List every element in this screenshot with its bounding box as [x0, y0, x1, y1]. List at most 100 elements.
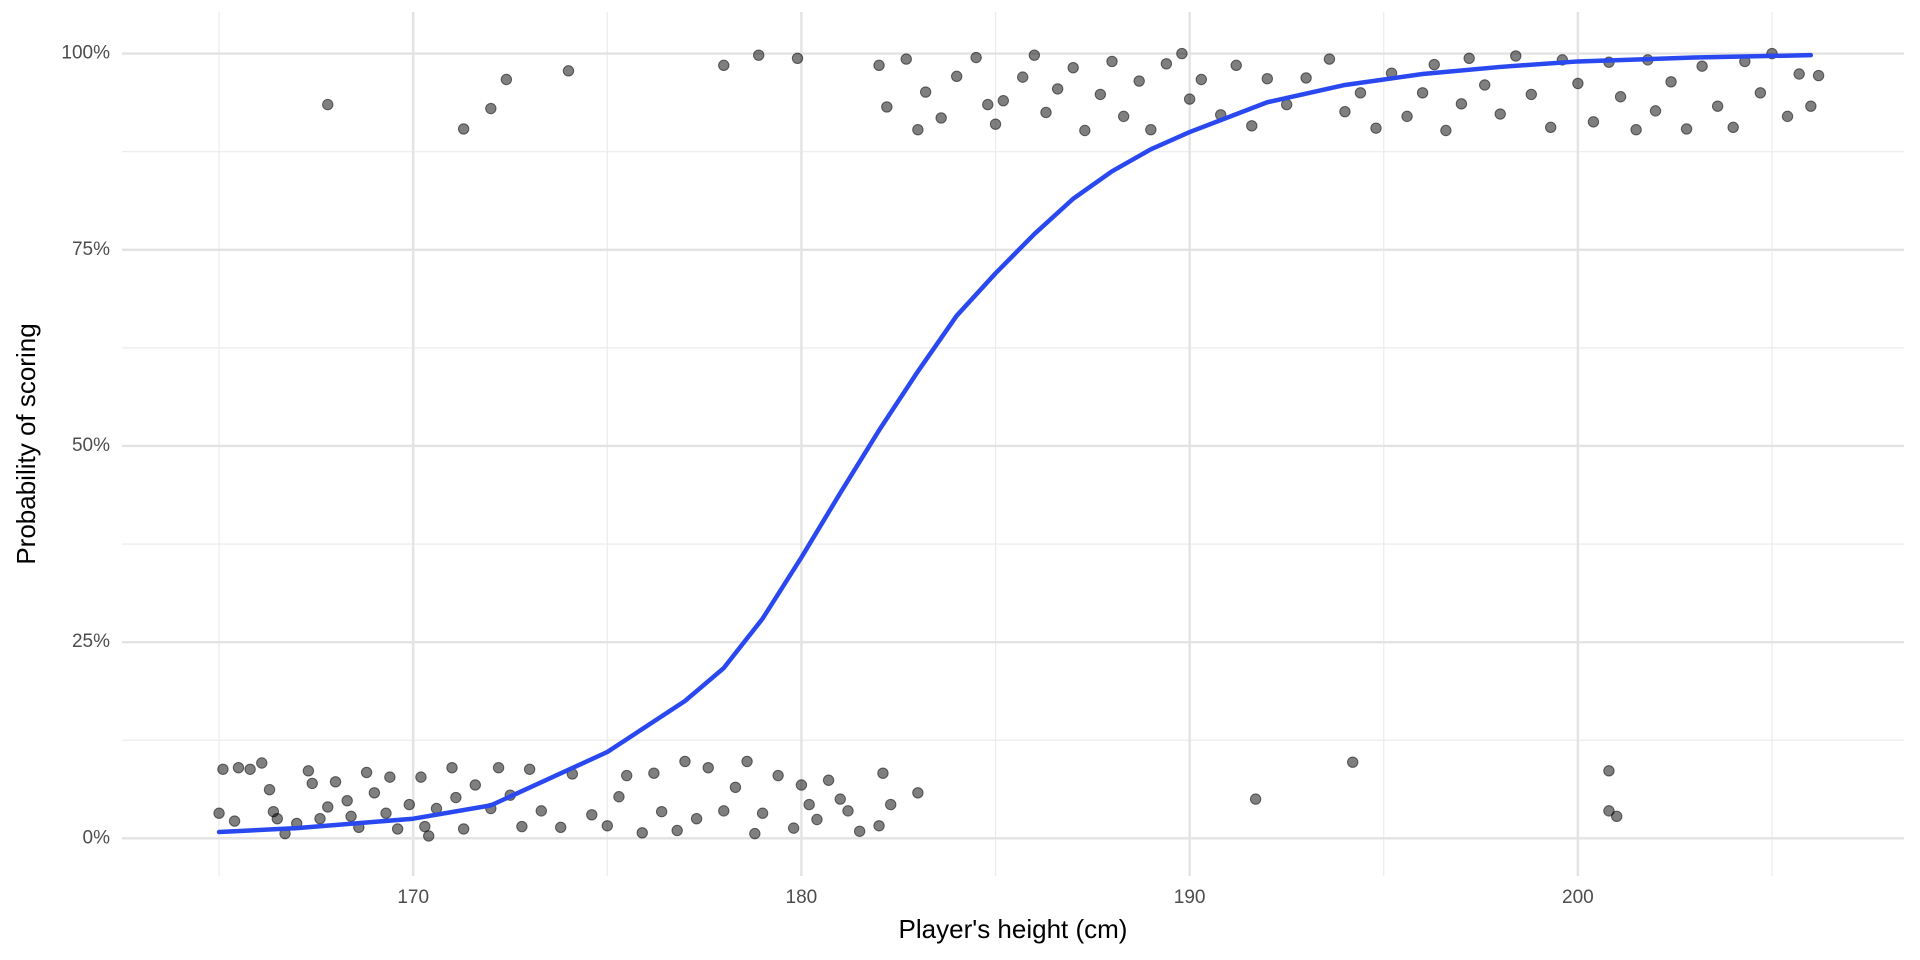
data-point — [586, 809, 598, 821]
data-point — [419, 820, 431, 833]
data-point — [1479, 79, 1491, 91]
data-point — [791, 52, 804, 64]
data-point — [1195, 73, 1207, 86]
data-point — [446, 762, 458, 774]
data-point — [787, 822, 800, 834]
data-point — [803, 798, 815, 811]
y-axis-title: Probability of scoring — [11, 323, 41, 564]
data-point — [1455, 98, 1468, 110]
data-point — [1246, 120, 1258, 132]
data-point — [415, 771, 427, 783]
y-tick-label: 25% — [72, 631, 110, 652]
data-point — [900, 53, 912, 65]
data-point — [951, 70, 963, 83]
data-point — [601, 820, 613, 832]
data-point — [1094, 88, 1107, 101]
y-tick-label: 50% — [72, 435, 110, 456]
data-point — [457, 823, 470, 835]
data-point — [970, 51, 982, 64]
data-point — [1428, 58, 1440, 71]
data-point — [912, 124, 924, 136]
data-point — [1711, 100, 1724, 112]
data-point — [1494, 108, 1506, 120]
data-point — [621, 769, 633, 782]
y-tick-label: 100% — [61, 43, 110, 64]
data-point — [1463, 52, 1475, 64]
data-point — [1249, 793, 1262, 805]
data-point — [457, 123, 470, 135]
data-point — [1665, 76, 1677, 88]
data-point — [636, 827, 648, 839]
data-point — [1525, 88, 1537, 101]
x-axis-title: Player's height (cm) — [899, 914, 1128, 944]
data-point — [1079, 124, 1091, 137]
data-point — [881, 101, 893, 113]
data-point — [1630, 124, 1642, 136]
data-point — [1230, 59, 1242, 72]
data-point — [322, 98, 334, 111]
data-point — [1401, 110, 1413, 123]
data-point — [1176, 47, 1188, 60]
x-tick-label: 200 — [1562, 887, 1594, 908]
data-point — [345, 810, 357, 823]
data-point — [1587, 116, 1600, 128]
data-point — [741, 755, 753, 768]
data-point — [671, 824, 683, 837]
data-point — [1793, 68, 1805, 80]
data-point — [842, 805, 854, 817]
data-point — [1805, 100, 1817, 112]
data-point — [244, 763, 256, 775]
data-point — [853, 825, 866, 837]
data-point — [1183, 93, 1196, 105]
data-point — [302, 765, 315, 777]
data-point — [469, 779, 481, 791]
data-point — [877, 767, 889, 779]
data-point — [341, 794, 353, 807]
data-point — [1696, 60, 1708, 72]
data-point — [423, 830, 435, 842]
data-point — [322, 801, 334, 813]
data-point — [306, 777, 318, 790]
data-point — [1781, 110, 1794, 123]
data-point — [1160, 58, 1173, 70]
data-point — [1416, 87, 1429, 99]
data-point — [217, 763, 229, 775]
data-point — [271, 813, 283, 825]
data-point — [997, 94, 1009, 107]
data-point — [822, 774, 835, 786]
data-point — [1339, 105, 1351, 118]
data-point — [1145, 124, 1157, 136]
data-point — [1354, 87, 1367, 99]
data-point — [648, 767, 660, 779]
data-point — [1017, 71, 1029, 83]
data-point — [885, 798, 897, 811]
data-point — [729, 781, 742, 794]
data-point — [1347, 756, 1359, 768]
data-point — [403, 798, 415, 811]
data-point — [523, 763, 536, 775]
data-point — [919, 86, 932, 98]
y-tick-label: 0% — [83, 827, 111, 848]
data-point — [1727, 121, 1739, 134]
data-point — [756, 807, 769, 819]
data-point — [772, 769, 784, 782]
data-point — [263, 783, 276, 796]
data-point — [1614, 91, 1627, 103]
data-point — [391, 823, 404, 835]
data-point — [795, 779, 808, 791]
data-point — [1106, 55, 1118, 68]
data-point — [360, 766, 373, 779]
data-point — [1040, 106, 1052, 119]
data-point — [1812, 69, 1825, 82]
data-point — [1370, 122, 1382, 134]
data-point — [380, 807, 392, 819]
data-point — [450, 791, 462, 804]
data-point — [982, 98, 994, 111]
data-point — [935, 112, 947, 124]
data-point — [1611, 810, 1623, 823]
data-point — [1754, 87, 1767, 99]
data-point — [655, 805, 668, 818]
data-point — [485, 102, 497, 115]
data-point — [492, 762, 505, 774]
